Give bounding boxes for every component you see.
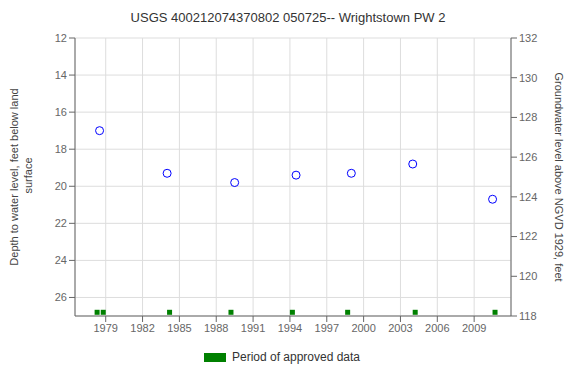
svg-text:Groundwater level above NGVD 1: Groundwater level above NGVD 1929, feet [553, 72, 565, 281]
svg-text:124: 124 [519, 191, 537, 203]
svg-text:26: 26 [55, 291, 67, 303]
svg-text:1979: 1979 [93, 322, 117, 334]
svg-text:2003: 2003 [388, 322, 412, 334]
svg-text:1991: 1991 [241, 322, 265, 334]
svg-text:12: 12 [55, 32, 67, 44]
svg-text:2000: 2000 [351, 322, 375, 334]
svg-text:24: 24 [55, 254, 67, 266]
svg-text:1985: 1985 [167, 322, 191, 334]
svg-text:122: 122 [519, 230, 537, 242]
svg-text:20: 20 [55, 180, 67, 192]
svg-text:1994: 1994 [278, 322, 302, 334]
svg-text:126: 126 [519, 151, 537, 163]
svg-text:1988: 1988 [204, 322, 228, 334]
svg-text:2006: 2006 [425, 322, 449, 334]
svg-text:14: 14 [55, 69, 67, 81]
svg-text:128: 128 [519, 111, 537, 123]
svg-text:18: 18 [55, 143, 67, 155]
svg-text:130: 130 [519, 72, 537, 84]
svg-text:120: 120 [519, 270, 537, 282]
svg-text:Depth to water level, feet bel: Depth to water level, feet below land su… [8, 88, 33, 265]
svg-text:132: 132 [519, 32, 537, 44]
svg-text:22: 22 [55, 217, 67, 229]
svg-text:1982: 1982 [130, 322, 154, 334]
html-text:USGS 400212074370802 050725--: USGS 400212074370802 050725-- Wrightstow… [130, 10, 446, 25]
svg-text:16: 16 [55, 106, 67, 118]
svg-text:1997: 1997 [315, 322, 339, 334]
svg-text:118: 118 [519, 310, 537, 322]
svg-text:2009: 2009 [462, 322, 486, 334]
html-text:Period of approved data: Period of approved data [232, 350, 360, 364]
